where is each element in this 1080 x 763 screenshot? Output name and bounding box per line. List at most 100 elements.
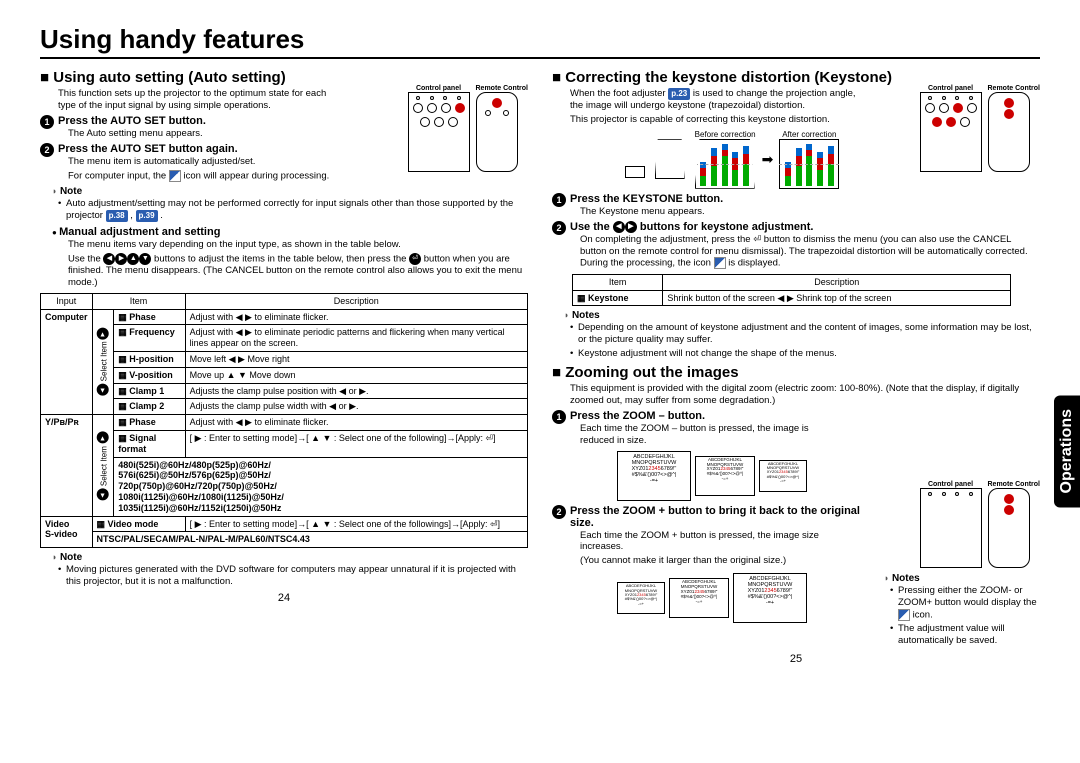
- cell-phase-desc: Adjust with ◀ ▶ to eliminate flicker.: [185, 309, 527, 325]
- panel-illustrations-right: Control panel Remote Control: [920, 85, 1041, 172]
- zoom-step-2: 2Press the ZOOM + button to bring it bac…: [552, 505, 862, 529]
- cell-formats: 480i(525i)@60Hz/480p(525p)@60Hz/ 576i(62…: [114, 457, 528, 516]
- label-remote-z: Remote Control: [988, 481, 1041, 488]
- cell-hpos-desc: Move left ◀ ▶ Move right: [185, 351, 527, 367]
- label-control-panel-r: Control panel: [920, 85, 982, 92]
- keystone-step-2-desc: On completing the adjustment, press the …: [552, 234, 1040, 270]
- up-icon: ▲: [127, 253, 139, 265]
- keystone-step-2: 2 Use the ◀▶ buttons for keystone adjust…: [552, 221, 1040, 233]
- left-icon: ◀: [613, 221, 625, 233]
- cell-ypbpr: Y/Pʙ/Pʀ: [41, 415, 93, 516]
- notes-heading-z: Notes: [884, 573, 1040, 584]
- cell-phase: ▦ Phase: [114, 309, 185, 325]
- right-icon: ▶: [625, 221, 637, 233]
- note-item: Auto adjustment/setting may not be perfo…: [58, 198, 528, 222]
- heading-keystone: Correcting the keystone distortion (Keys…: [552, 69, 1040, 86]
- control-panel-diagram-r: [920, 92, 982, 172]
- right-icon: ▶: [115, 253, 127, 265]
- cell-sigfmt: ▦ Signal format: [114, 430, 185, 457]
- cell-freq: ▦ Frequency: [114, 325, 185, 352]
- zoom-box-5: ABCDEFGHIJKLMNOPQRSTUVWXYZ0123456789!"#$…: [669, 578, 729, 618]
- heading-zoom: Zooming out the images: [552, 364, 1040, 381]
- enter-icon: ⏎: [409, 253, 421, 265]
- panel-illustrations-zoom: Control panel Remote Control: [920, 481, 1041, 568]
- zoom-icon: [898, 609, 910, 621]
- cell-vpos-desc: Move up ▲ ▼ Move down: [185, 367, 527, 383]
- keystone-intro2: This projector is capable of correcting …: [552, 114, 862, 126]
- note-item-2: Moving pictures generated with the DVD s…: [58, 564, 528, 588]
- kth-desc: Description: [663, 274, 1011, 290]
- label-control-panel: Control panel: [408, 85, 470, 92]
- zoom-plus-illustration: ABCDEFGHIJKLMNOPQRSTUVWXYZ0123456789!"#$…: [572, 573, 852, 645]
- zoom-box-4: ABCDEFGHIJKLMNOPQRSTUVWXYZ0123456789!"#$…: [617, 582, 665, 614]
- zoom-step-1: 1Press the ZOOM – button.: [552, 410, 1040, 422]
- right-column: Correcting the keystone distortion (Keys…: [552, 65, 1040, 665]
- th-item: Item: [92, 293, 185, 309]
- processing-icon: [714, 257, 726, 269]
- cell-freq-desc: Adjust with ◀ ▶ to eliminate periodic pa…: [185, 325, 527, 352]
- cell-clamp1-desc: Adjusts the clamp pulse position with ◀ …: [185, 383, 527, 399]
- label-control-panel-z: Control panel: [920, 481, 982, 488]
- zoom-box-2: ABCDEFGHIJKLMNOPQRSTUVWXYZ0123456789!"#$…: [695, 456, 755, 496]
- th-desc: Description: [185, 293, 527, 309]
- page-ref-38: p.38: [106, 210, 128, 222]
- page-ref-39: p.39: [136, 210, 158, 222]
- remote-diagram-z: [988, 488, 1030, 568]
- zoom-box-1: ABCDEFGHIJKLMNOPQRSTUVWXYZ0123456789!"#$…: [617, 451, 691, 501]
- cell-phase2-desc: Adjust with ◀ ▶ to eliminate flicker.: [185, 415, 527, 431]
- znote-2: The adjustment value will automatically …: [890, 623, 1040, 647]
- heading-auto-setting: Using auto setting (Auto setting): [40, 69, 528, 86]
- down-icon: ▼: [139, 253, 151, 265]
- keystone-intro: When the foot adjuster p.23 is used to c…: [552, 88, 862, 112]
- projector-icon: [625, 166, 645, 178]
- cell-sigfmt-desc: [ ▶ : Enter to setting mode]→[ ▲ ▼ : Sel…: [185, 430, 527, 457]
- cell-video: Video S-video: [41, 516, 93, 548]
- label-remote: Remote Control: [476, 85, 529, 92]
- page-spread: Using handy features Using auto setting …: [0, 0, 1080, 675]
- adjustment-table: Input Item Description Computer ▲ Select…: [40, 293, 528, 548]
- zoom-minus-illustration: ABCDEFGHIJKLMNOPQRSTUVWXYZ0123456789!"#$…: [572, 451, 852, 501]
- znote-1: Pressing either the ZOOM- or ZOOM+ butto…: [890, 585, 1040, 621]
- arrow-icon: ➡: [762, 151, 774, 168]
- zoom-box-6: ABCDEFGHIJKLMNOPQRSTUVWXYZ0123456789!"#$…: [733, 573, 807, 623]
- label-remote-r: Remote Control: [988, 85, 1041, 92]
- cell-clamp2-desc: Adjusts the clamp pulse width with ◀ or …: [185, 399, 527, 415]
- cell-videomode-desc: [ ▶ : Enter to setting mode]→[ ▲ ▼ : Sel…: [185, 516, 527, 532]
- cell-videoformats: NTSC/PAL/SECAM/PAL-N/PAL-M/PAL60/NTSC4.4…: [92, 532, 528, 548]
- knote-2: Keystone adjustment will not change the …: [570, 348, 1040, 360]
- control-panel-diagram: [408, 92, 470, 172]
- manual-desc2: Use the ◀▶▲▼ buttons to adjust the items…: [40, 253, 528, 289]
- step-1: 1Press the AUTO SET button.: [40, 115, 528, 127]
- chart-after: [779, 139, 839, 189]
- cell-computer: Computer: [41, 309, 93, 415]
- left-column: Using auto setting (Auto setting) Contro…: [40, 65, 528, 665]
- page-ref-23: p.23: [668, 88, 690, 100]
- zoom-step-1-desc: Each time the ZOOM – button is pressed, …: [552, 423, 812, 447]
- label-before: Before correction: [695, 130, 756, 139]
- zoom-intro: This equipment is provided with the digi…: [552, 383, 1040, 407]
- note-heading-2: Note: [52, 552, 528, 563]
- th-input: Input: [41, 293, 93, 309]
- control-panel-diagram-z: [920, 488, 982, 568]
- step-2: 2Press the AUTO SET button again.: [40, 143, 528, 155]
- remote-diagram-r: [988, 92, 1030, 172]
- zoom-step-2-desc2: (You cannot make it larger than the orig…: [552, 555, 852, 567]
- kcell-item: ▦ Keystone: [573, 290, 663, 306]
- page-title: Using handy features: [40, 24, 1040, 59]
- keystone-step-1: 1Press the KEYSTONE button.: [552, 193, 1040, 205]
- manual-desc1: The menu items vary depending on the inp…: [40, 239, 528, 251]
- processing-icon: [169, 170, 181, 182]
- label-after: After correction: [779, 130, 839, 139]
- page-number-left: 24: [40, 592, 528, 604]
- trapezoid-icon: [655, 139, 685, 179]
- note-heading: Note: [52, 186, 528, 197]
- keystone-step-1-desc: The Keystone menu appears.: [552, 206, 1040, 218]
- zoom-box-3: ABCDEFGHIJKLMNOPQRSTUVWXYZ0123456789!"#$…: [759, 460, 807, 492]
- knote-1: Depending on the amount of keystone adju…: [570, 322, 1040, 346]
- keystone-table: ItemDescription ▦ Keystone Shrink button…: [572, 274, 1011, 307]
- heading-manual: Manual adjustment and setting: [40, 226, 528, 238]
- cell-clamp1: ▦ Clamp 1: [114, 383, 185, 399]
- cell-videomode: ▦ Video mode: [92, 516, 185, 532]
- cell-clamp2: ▦ Clamp 2: [114, 399, 185, 415]
- intro-text: This function sets up the projector to t…: [40, 88, 340, 112]
